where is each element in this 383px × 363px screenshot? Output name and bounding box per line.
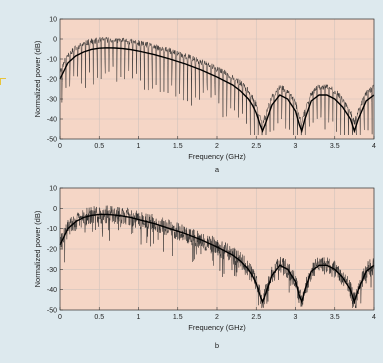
x-tick-label: 2.5 <box>251 314 261 321</box>
x-tick-label: 3.5 <box>330 314 340 321</box>
x-tick-label: 1 <box>137 143 141 150</box>
x-tick-label: 3 <box>294 143 298 150</box>
x-axis-label: Frequency (GHz) <box>188 152 246 161</box>
left-edge-accent-mark <box>0 78 6 85</box>
measured-spectrum-line <box>59 36 375 136</box>
panel-b: 0 0.5 1 1.5 2 2.5 3 3.5 4 10 0 -10 -20 -30 -40 -50 Frequ… <box>33 186 376 351</box>
x-tick-label: 1.5 <box>173 314 183 321</box>
y-tick-label: -50 <box>47 137 57 144</box>
x-tick-label: 1.5 <box>173 143 183 150</box>
x-tick-label: 2 <box>215 314 219 321</box>
y-tick-label: -40 <box>47 287 57 294</box>
x-tick-label: 0.5 <box>94 314 104 321</box>
y-tick-label: -20 <box>47 77 57 84</box>
y-tick-label: -20 <box>47 247 57 254</box>
x-tick-label: 3.5 <box>330 143 340 150</box>
x-tick-label: 0.5 <box>94 143 104 150</box>
panel-a: 0 0.5 1 1.5 2 2.5 3 3.5 4 10 0 -10 -20 -30 -40 -50 Frequ… <box>33 17 376 175</box>
x-tick-label: 4 <box>372 314 376 321</box>
y-tick-label: 10 <box>49 17 57 24</box>
x-axis-label: Frequency (GHz) <box>188 323 246 332</box>
x-tick-label: 4 <box>372 143 376 150</box>
y-tick-label: 0 <box>53 37 57 44</box>
y-axis-label: Normalized power (dB) <box>33 40 42 117</box>
y-tick-label: -30 <box>47 97 57 104</box>
y-tick-label: 10 <box>49 186 57 193</box>
y-tick-label: -30 <box>47 267 57 274</box>
x-tick-label: 1 <box>137 314 141 321</box>
x-tick-label: 0 <box>58 314 62 321</box>
y-tick-label: -50 <box>47 308 57 315</box>
envelope-line <box>59 47 375 134</box>
x-tick-label: 2.5 <box>251 143 261 150</box>
x-tick-label: 0 <box>58 143 62 150</box>
x-tick-label: 3 <box>294 314 298 321</box>
panel-label: b <box>215 341 219 350</box>
x-tick-label: 2 <box>215 143 219 150</box>
y-axis-label: Normalized power (dB) <box>33 210 42 287</box>
panel-label: a <box>215 165 220 174</box>
y-tick-label: -40 <box>47 117 57 124</box>
y-tick-label: 0 <box>53 206 57 213</box>
y-tick-label: -10 <box>47 57 57 64</box>
y-tick-label: -10 <box>47 226 57 233</box>
envelope-line <box>59 213 375 305</box>
